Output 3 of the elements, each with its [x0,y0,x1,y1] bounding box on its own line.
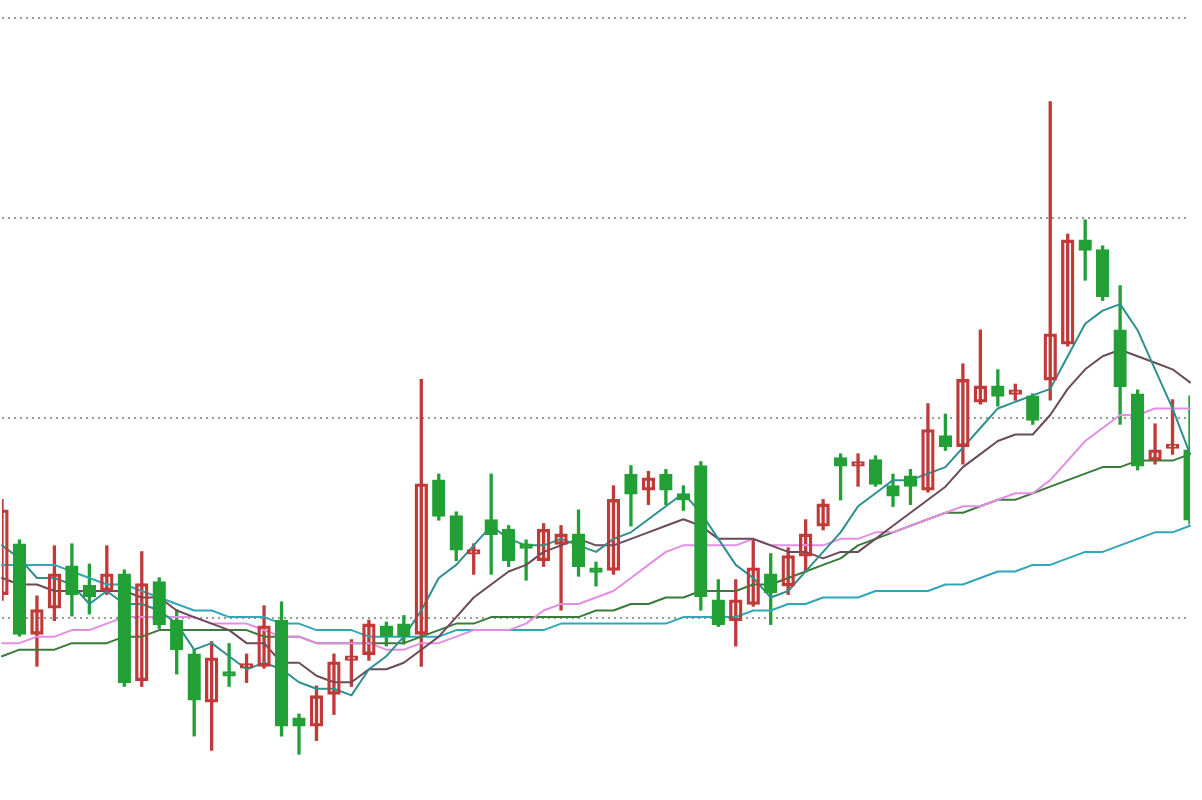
candlestick [589,561,603,587]
candlestick [292,713,306,755]
candlestick [519,539,533,581]
